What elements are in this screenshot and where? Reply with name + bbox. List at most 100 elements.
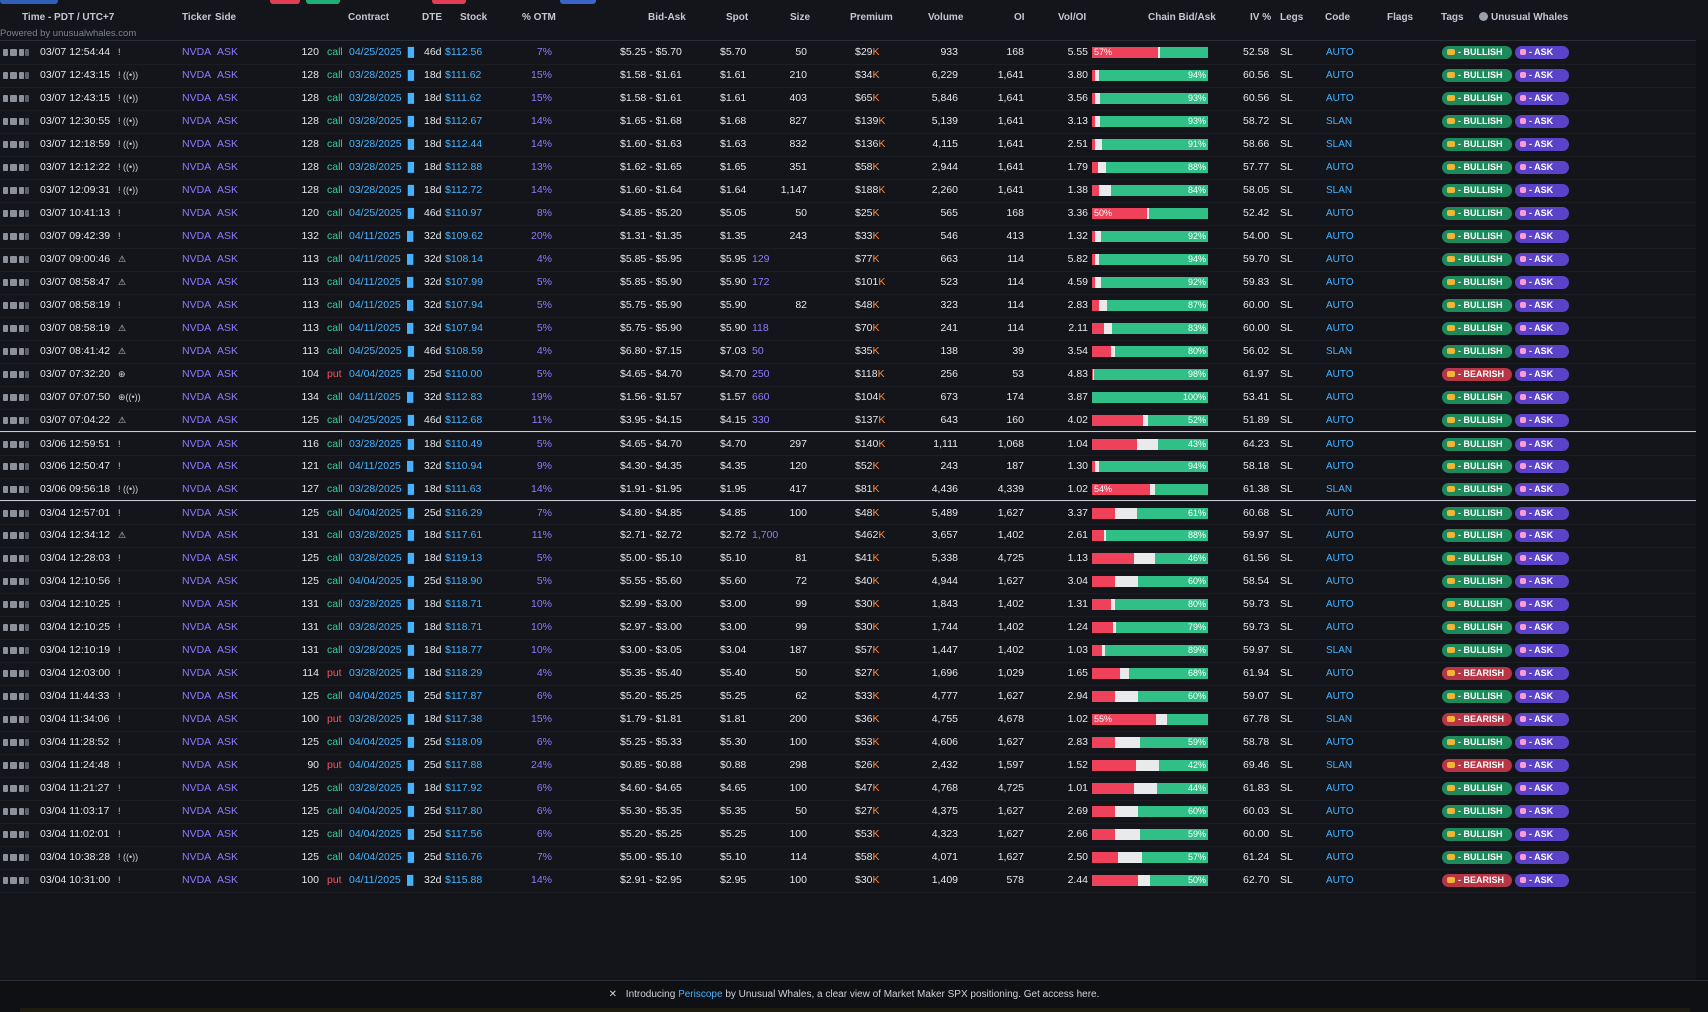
- sentiment-tag[interactable]: - BULLISH: [1442, 644, 1512, 657]
- ask-tag[interactable]: - ASK: [1515, 69, 1569, 82]
- expiry-link[interactable]: 03/28/2025 ▐▌: [349, 109, 417, 134]
- row-action-icons[interactable]: [3, 231, 29, 242]
- chart-icon[interactable]: ▐▌: [404, 852, 418, 862]
- copy-icon[interactable]: [19, 95, 24, 102]
- table-row[interactable]: 03/04 11:03:17! NVDA ASK 125 call 04/04/2025 …: [0, 799, 1696, 824]
- ticker-link[interactable]: NVDA: [182, 713, 212, 725]
- sentiment-tag[interactable]: - BULLISH: [1442, 276, 1512, 289]
- share-icon[interactable]: [10, 72, 17, 79]
- bookmark-icon[interactable]: [3, 302, 8, 309]
- ticker-link[interactable]: NVDA: [182, 207, 212, 219]
- alert-icon[interactable]: [25, 555, 29, 562]
- chart-icon[interactable]: ▐▌: [404, 415, 418, 425]
- expiry-link[interactable]: 04/04/2025 ▐▌: [349, 684, 417, 709]
- col-code[interactable]: Code: [1325, 12, 1350, 23]
- expiry-link[interactable]: 03/28/2025 ▐▌: [349, 707, 417, 732]
- ticker-link[interactable]: NVDA: [182, 414, 212, 426]
- table-row[interactable]: 03/07 08:41:42 ⚠ NVDA ASK 113 call 04/25/2025 …: [0, 339, 1696, 364]
- sentiment-tag[interactable]: - BULLISH: [1442, 299, 1512, 312]
- table-row[interactable]: 03/04 12:57:01! NVDA ASK 125 call 04/04/2025 …: [0, 500, 1696, 525]
- copy-icon[interactable]: [19, 371, 24, 378]
- row-action-icons[interactable]: [3, 645, 29, 656]
- ask-tag[interactable]: - ASK: [1515, 552, 1569, 565]
- row-action-icons[interactable]: [3, 277, 29, 288]
- bookmark-icon[interactable]: [3, 739, 8, 746]
- ask-tag[interactable]: - ASK: [1515, 507, 1569, 520]
- chart-icon[interactable]: ▐▌: [404, 829, 418, 839]
- sentiment-tag[interactable]: - BULLISH: [1442, 805, 1512, 818]
- row-action-icons[interactable]: [3, 392, 29, 403]
- ticker-link[interactable]: NVDA: [182, 828, 212, 840]
- share-icon[interactable]: [10, 371, 17, 378]
- bookmark-icon[interactable]: [3, 532, 8, 539]
- row-action-icons[interactable]: [3, 760, 29, 771]
- ticker-link[interactable]: NVDA: [182, 667, 212, 679]
- ask-tag[interactable]: - ASK: [1515, 391, 1569, 404]
- chart-icon[interactable]: ▐▌: [403, 300, 417, 310]
- ticker-link[interactable]: NVDA: [182, 621, 212, 633]
- alert-icon[interactable]: [25, 348, 29, 355]
- copy-icon[interactable]: [19, 624, 24, 631]
- chart-icon[interactable]: ▐▌: [404, 484, 418, 494]
- table-row[interactable]: 03/06 09:56:18 ! ((•)) NVDA ASK 127 call 03/28…: [0, 477, 1696, 502]
- expiry-link[interactable]: 03/28/2025 ▐▌: [349, 661, 417, 686]
- bookmark-icon[interactable]: [3, 210, 8, 217]
- alert-icon[interactable]: [25, 601, 29, 608]
- alert-icon[interactable]: [25, 256, 29, 263]
- alert-icon[interactable]: [25, 49, 29, 56]
- ask-tag[interactable]: - ASK: [1515, 621, 1569, 634]
- bookmark-icon[interactable]: [3, 325, 8, 332]
- expiry-link[interactable]: 03/28/2025 ▐▌: [349, 155, 417, 180]
- share-icon[interactable]: [10, 302, 17, 309]
- expiry-link[interactable]: 04/11/2025 ▐▌: [349, 293, 416, 318]
- expiry-link[interactable]: 04/11/2025 ▐▌: [349, 454, 416, 479]
- bookmark-icon[interactable]: [3, 510, 8, 517]
- chart-icon[interactable]: ▐▌: [404, 760, 418, 770]
- copy-icon[interactable]: [19, 532, 24, 539]
- sentiment-tag[interactable]: - BULLISH: [1442, 345, 1512, 358]
- share-icon[interactable]: [10, 210, 17, 217]
- copy-icon[interactable]: [19, 141, 24, 148]
- row-action-icons[interactable]: [3, 369, 29, 380]
- col-premium[interactable]: Premium: [850, 12, 893, 23]
- col-unusual-whales[interactable]: Unusual Whales: [1479, 12, 1568, 23]
- chart-icon[interactable]: ▐▌: [404, 714, 418, 724]
- row-action-icons[interactable]: [3, 530, 29, 541]
- ticker-link[interactable]: NVDA: [182, 759, 212, 771]
- chart-icon[interactable]: ▐▌: [404, 208, 418, 218]
- alert-icon[interactable]: [25, 302, 29, 309]
- copy-icon[interactable]: [19, 486, 24, 493]
- sentiment-tag[interactable]: - BULLISH: [1442, 184, 1512, 197]
- ask-tag[interactable]: - ASK: [1515, 92, 1569, 105]
- table-row[interactable]: 03/07 07:04:22 ⚠ NVDA ASK 125 call 04/25/2025 …: [0, 408, 1696, 433]
- sentiment-tag[interactable]: - BULLISH: [1442, 621, 1512, 634]
- col-bid-ask[interactable]: Bid-Ask: [648, 12, 686, 23]
- share-icon[interactable]: [10, 187, 17, 194]
- table-row[interactable]: 03/04 12:34:12 ⚠ NVDA ASK 131 call 03/28/2025 …: [0, 523, 1696, 548]
- chart-icon[interactable]: ▐▌: [404, 185, 418, 195]
- col-vol-oi[interactable]: Vol/OI: [1058, 12, 1087, 23]
- chart-icon[interactable]: ▐▌: [404, 645, 418, 655]
- ask-tag[interactable]: - ASK: [1515, 759, 1569, 772]
- expiry-link[interactable]: 04/04/2025 ▐▌: [349, 822, 417, 847]
- chart-icon[interactable]: ▐▌: [403, 323, 417, 333]
- row-action-icons[interactable]: [3, 829, 29, 840]
- ask-tag[interactable]: - ASK: [1515, 460, 1569, 473]
- sentiment-tag[interactable]: - BULLISH: [1442, 828, 1512, 841]
- share-icon[interactable]: [10, 49, 17, 56]
- ticker-link[interactable]: NVDA: [182, 46, 212, 58]
- sentiment-tag[interactable]: - BEARISH: [1442, 759, 1512, 772]
- sentiment-tag[interactable]: - BULLISH: [1442, 230, 1512, 243]
- copy-icon[interactable]: [19, 72, 24, 79]
- ask-tag[interactable]: - ASK: [1515, 529, 1569, 542]
- ticker-link[interactable]: NVDA: [182, 552, 212, 564]
- ticker-link[interactable]: NVDA: [182, 69, 212, 81]
- expiry-link[interactable]: 03/28/2025 ▐▌: [349, 63, 417, 88]
- ask-tag[interactable]: - ASK: [1515, 690, 1569, 703]
- bookmark-icon[interactable]: [3, 555, 8, 562]
- share-icon[interactable]: [10, 510, 17, 517]
- expiry-link[interactable]: 04/04/2025 ▐▌: [349, 730, 417, 755]
- row-action-icons[interactable]: [3, 508, 29, 519]
- chart-icon[interactable]: ▐▌: [404, 47, 418, 57]
- copy-icon[interactable]: [19, 670, 24, 677]
